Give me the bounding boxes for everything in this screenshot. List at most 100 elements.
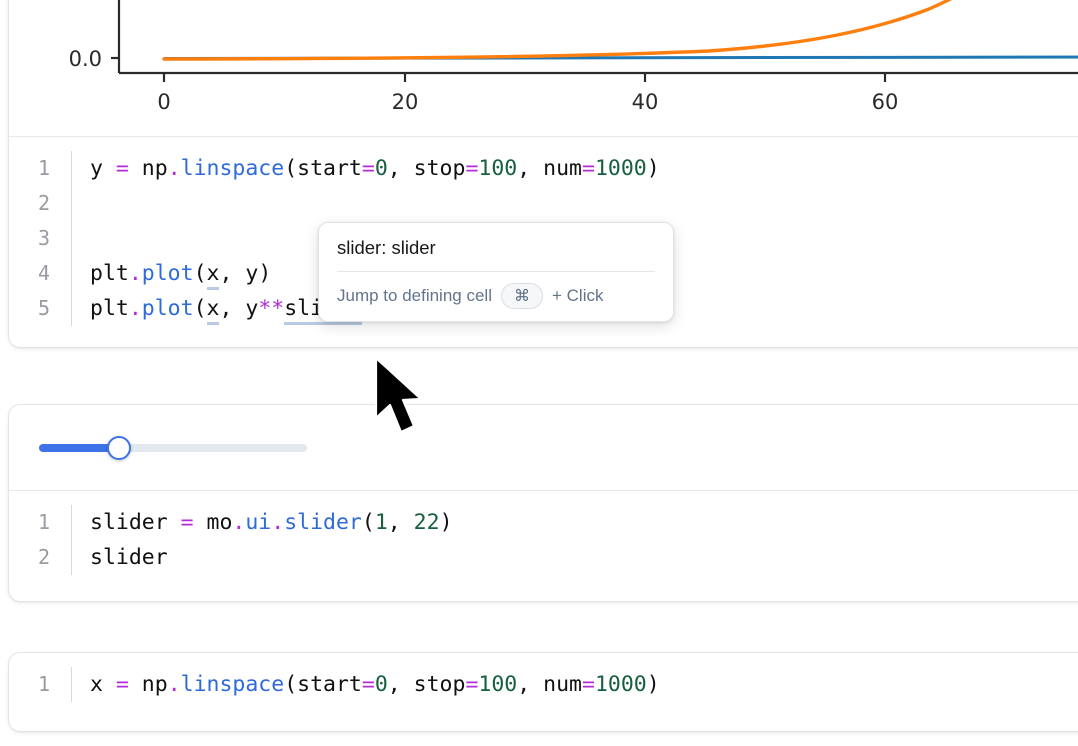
code-token: plot	[141, 296, 194, 321]
code-token: , y)	[219, 261, 272, 286]
x-tick-label-0: 0	[157, 90, 170, 114]
code-token: x	[90, 672, 116, 697]
code-token: (start	[284, 672, 362, 697]
code-token[interactable]: x	[206, 296, 220, 325]
line-number: 1	[37, 510, 50, 534]
notebook-cell-slider[interactable]: 1 slider = mo.ui.slider(1, 22) 2 slider	[8, 404, 1078, 602]
line-number: 2	[37, 191, 50, 215]
chart-svg: 0.0 0 20 40 60	[69, 0, 1078, 114]
slider-input[interactable]	[39, 435, 307, 460]
code-line[interactable]: 2	[9, 186, 1078, 221]
code-token: slider	[90, 545, 168, 570]
code-token: .	[128, 261, 142, 286]
tooltip-title: slider: slider	[337, 237, 436, 258]
code-line-text[interactable]	[71, 186, 1078, 221]
slider-fill	[39, 443, 120, 452]
code-token: =	[465, 156, 479, 181]
x-tick-label-20: 20	[392, 90, 419, 114]
code-line[interactable]: 4 plt.plot(x, y)	[9, 256, 1078, 291]
code-token: (	[193, 261, 207, 286]
slider-track[interactable]	[39, 443, 307, 452]
code-token: =	[180, 510, 194, 535]
command-key-icon: ⌘	[500, 283, 543, 309]
code-token: =	[115, 156, 129, 181]
code-line[interactable]: 1 slider = mo.ui.slider(1, 22)	[9, 505, 1078, 540]
code-token: .	[232, 510, 246, 535]
code-line-text[interactable]: plt.plot(x, y)	[71, 256, 1078, 291]
code-token: , stop	[387, 156, 466, 181]
code-line[interactable]: 3	[9, 221, 1078, 256]
code-token: =	[361, 672, 375, 697]
code-token: 1000	[594, 672, 647, 697]
code-line-text[interactable]: slider = mo.ui.slider(1, 22)	[71, 505, 1078, 540]
code-token: (start	[284, 156, 362, 181]
code-token: , num	[517, 672, 582, 697]
code-token: slider	[90, 510, 181, 535]
code-token: =	[581, 672, 595, 697]
code-token: linspace	[180, 672, 285, 697]
code-token: y	[90, 156, 116, 181]
code-line-text[interactable]: x = np.linspace(start=0, stop=100, num=1…	[71, 667, 1078, 702]
line-number: 5	[37, 296, 50, 320]
code-token: .	[167, 156, 181, 181]
matplotlib-chart: 0.0 0 20 40 60	[9, 0, 1078, 136]
code-token: .	[167, 672, 181, 697]
code-token: **	[258, 296, 285, 321]
line-number: 4	[37, 261, 50, 285]
code-line-text[interactable]	[71, 221, 1078, 256]
y-tick-label-0: 0.0	[69, 47, 102, 71]
code-token: =	[361, 156, 375, 181]
tooltip-divider	[337, 271, 655, 272]
code-token: 22	[413, 510, 440, 535]
code-token: )	[646, 672, 660, 697]
x-tick-label-60: 60	[872, 90, 899, 114]
line-number: 2	[37, 545, 50, 569]
cell-code-editor-slider[interactable]: 1 slider = mo.ui.slider(1, 22) 2 slider	[9, 491, 1078, 589]
code-token: =	[465, 672, 479, 697]
code-token: (	[361, 510, 375, 535]
variable-tooltip: slider: slider Jump to defining cell ⌘ +…	[318, 222, 674, 322]
code-line-text[interactable]: slider	[71, 540, 1078, 575]
x-tick-label-40: 40	[632, 90, 659, 114]
code-token: plt	[90, 296, 129, 321]
tooltip-hint-text: Jump to defining cell	[337, 286, 492, 305]
cell-output-slider	[9, 405, 1078, 491]
code-token: ,	[387, 510, 414, 535]
code-token: .	[271, 510, 285, 535]
code-token: 100	[478, 672, 518, 697]
code-token: 0	[374, 156, 388, 181]
code-token: 1	[374, 510, 388, 535]
cell-output-plot: 0.0 0 20 40 60	[9, 0, 1078, 137]
code-token: mo	[193, 510, 233, 535]
code-token: 100	[478, 156, 518, 181]
code-token: , y	[219, 296, 259, 321]
code-token: np	[128, 156, 168, 181]
code-token: np	[128, 672, 168, 697]
code-token: slider	[284, 510, 362, 535]
code-token: )	[646, 156, 660, 181]
code-token[interactable]: x	[206, 261, 220, 290]
code-token: 1000	[594, 156, 647, 181]
code-line-text[interactable]: y = np.linspace(start=0, stop=100, num=1…	[71, 151, 1078, 186]
chart-series-power	[162, 0, 953, 61]
code-token: =	[115, 672, 129, 697]
tooltip-hint: Jump to defining cell ⌘ + Click	[337, 283, 655, 309]
line-number: 3	[37, 226, 50, 250]
code-token: (	[193, 296, 207, 321]
code-token: , stop	[387, 672, 466, 697]
line-number: 1	[37, 672, 50, 696]
code-token: =	[581, 156, 595, 181]
code-line[interactable]: 2 slider	[9, 540, 1078, 575]
slider-thumb[interactable]	[107, 435, 132, 460]
code-token: , num	[517, 156, 582, 181]
tooltip-hint-suffix: + Click	[551, 286, 604, 305]
code-token: .	[128, 296, 142, 321]
code-token: ui	[245, 510, 272, 535]
code-token: 0	[374, 672, 388, 697]
